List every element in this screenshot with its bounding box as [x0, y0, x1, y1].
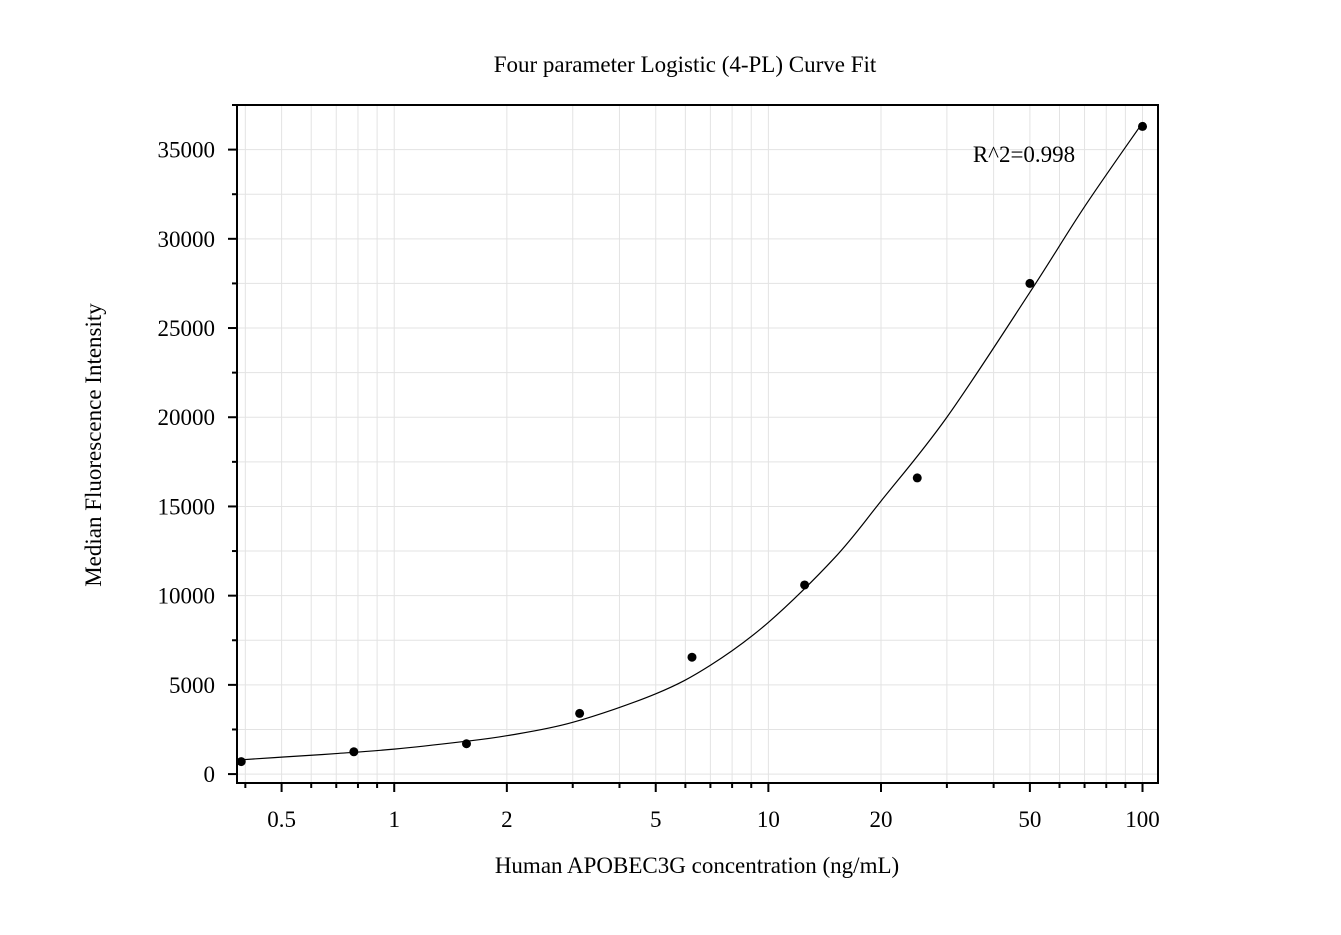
data-points — [236, 121, 1148, 767]
data-point — [461, 739, 471, 749]
y-axis-label: Median Fluorescence Intensity — [81, 303, 106, 587]
y-tick-label: 15000 — [158, 494, 216, 519]
y-tick-label: 30000 — [158, 227, 216, 252]
data-point — [1025, 278, 1035, 288]
y-tick-label: 25000 — [158, 316, 216, 341]
x-tick-label: 0.5 — [267, 807, 296, 832]
y-tick-label: 0 — [204, 762, 216, 787]
data-point — [236, 757, 246, 767]
fit-curve — [241, 122, 1144, 761]
data-point — [912, 473, 922, 483]
plot-frame — [236, 104, 1159, 784]
x-tick-label: 5 — [650, 807, 662, 832]
x-axis-label: Human APOBEC3G concentration (ng/mL) — [495, 853, 899, 878]
axes — [236, 104, 1159, 784]
data-point — [800, 580, 810, 590]
x-tick-label: 20 — [869, 807, 892, 832]
data-point — [575, 708, 585, 718]
x-tick-label: 10 — [757, 807, 780, 832]
x-tick-label: 1 — [388, 807, 400, 832]
data-point — [687, 652, 697, 662]
y-tick-label: 5000 — [169, 673, 215, 698]
x-tick-label: 50 — [1018, 807, 1041, 832]
data-point — [349, 747, 359, 757]
y-tick-label: 20000 — [158, 405, 216, 430]
y-tick-label: 35000 — [158, 138, 216, 163]
fit-curve-layer — [241, 122, 1144, 761]
x-tick-label: 2 — [501, 807, 513, 832]
data-point — [1138, 121, 1148, 131]
ticks: 0.5 1 2 5 10 20 50 100 0 5000 10000 15000 20000 25000… — [158, 104, 1160, 832]
r-squared-annotation: R^2=0.998 — [973, 142, 1075, 167]
y-tick-label: 10000 — [158, 584, 216, 609]
x-tick-label: 100 — [1125, 807, 1160, 832]
grid — [237, 104, 1158, 783]
chart-title: Four parameter Logistic (4-PL) Curve Fit — [494, 52, 877, 77]
